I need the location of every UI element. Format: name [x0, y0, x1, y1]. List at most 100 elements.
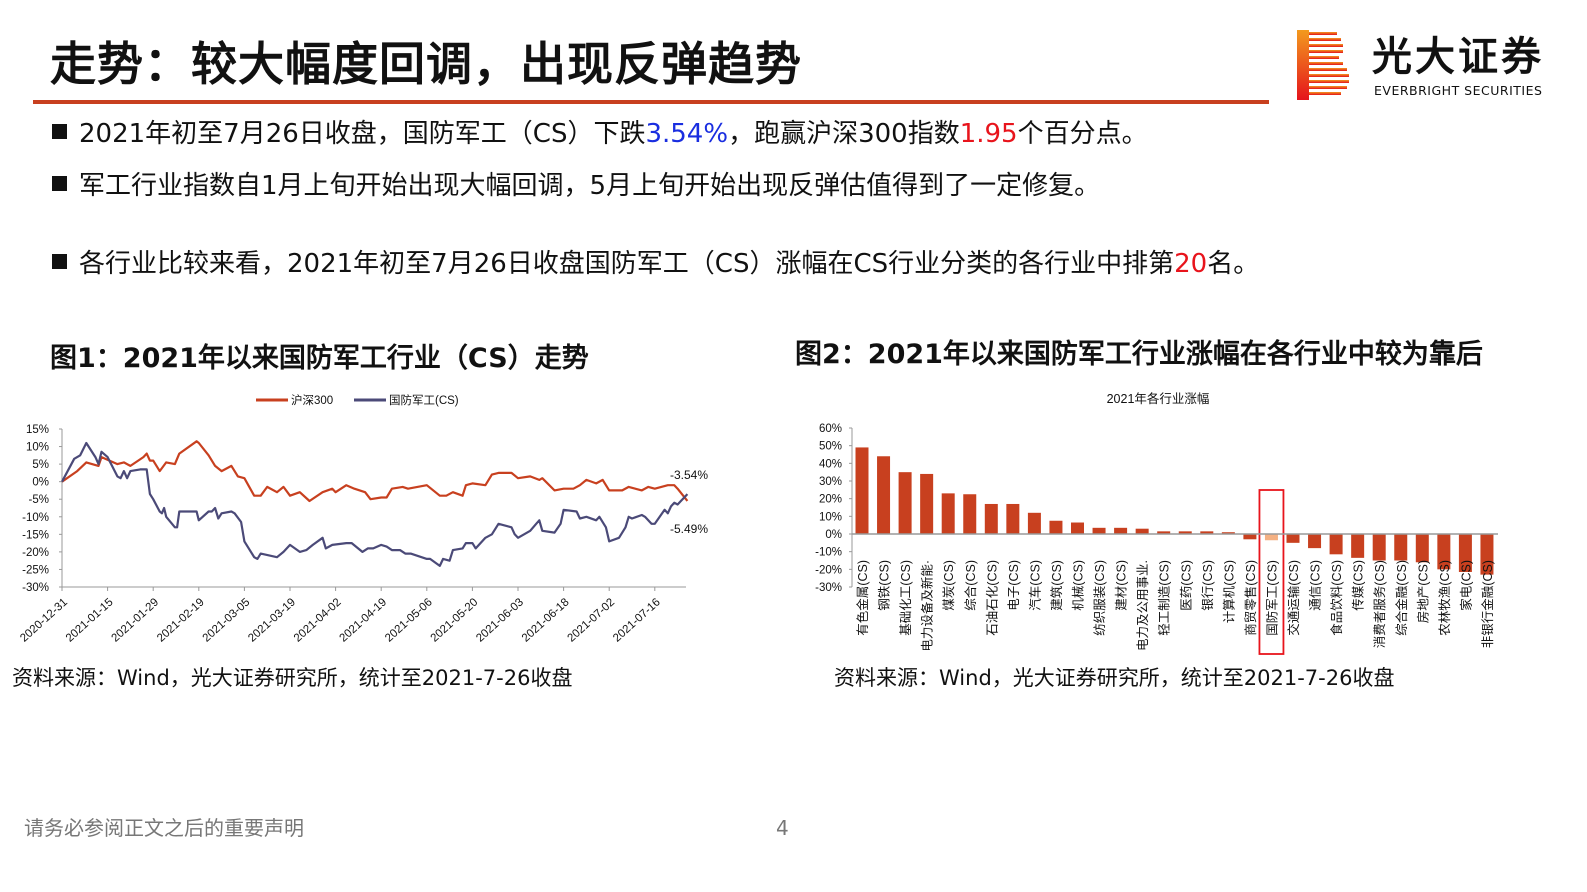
- bar: [1135, 528, 1149, 534]
- logo-b-mark-icon: [1297, 30, 1349, 100]
- legend-label: 沪深300: [291, 393, 333, 407]
- title-divider: [33, 100, 1269, 104]
- y-tick-label: -10%: [815, 547, 842, 559]
- x-tick-label: 2021-05-20: [429, 596, 481, 644]
- logo-text-en: EVERBRIGHT SECURITIES: [1374, 83, 1543, 98]
- bar: [984, 503, 998, 534]
- category-label: 计算机(CS): [1221, 560, 1236, 623]
- y-tick-label: 5%: [32, 459, 49, 471]
- x-tick-label: 2021-07-16: [611, 596, 663, 644]
- page-title: 走势：较大幅度回调，出现反弹趋势: [50, 37, 802, 91]
- bullet-3: 各行业比较来看，2021年初至7月26日收盘国防军工（CS）涨幅在CS行业分类的…: [52, 243, 1259, 280]
- category-label: 钢铁(CS): [878, 560, 892, 611]
- bar: [1092, 527, 1106, 534]
- category-label: 医药(CS): [1179, 560, 1193, 611]
- logo-text-cn: 光大证券: [1372, 34, 1544, 80]
- category-label: 综合(CS): [963, 560, 978, 611]
- x-tick-label: 2021-03-19: [246, 596, 298, 644]
- series-line-hs300: [61, 440, 689, 503]
- y-tick-label: -30%: [22, 582, 49, 594]
- bar: [1049, 520, 1063, 534]
- bar: [1308, 534, 1322, 549]
- y-tick-label: 10%: [26, 442, 49, 454]
- x-tick-label: 2021-01-29: [109, 596, 161, 644]
- bar: [1329, 534, 1343, 555]
- chart-title: 2021年各行业涨幅: [1107, 391, 1210, 406]
- x-tick-label: 2021-04-19: [337, 596, 389, 644]
- category-label: 基础化工(CS): [899, 560, 913, 636]
- bar: [1221, 532, 1235, 534]
- category-label: 国防军工(CS): [1264, 560, 1279, 636]
- category-label: 建筑(CS): [1049, 560, 1064, 611]
- bar: [898, 472, 912, 534]
- y-tick-label: 40%: [819, 458, 842, 470]
- bullet-text: 名。: [1207, 249, 1260, 279]
- company-logo: [1297, 30, 1351, 100]
- bar: [920, 473, 934, 534]
- x-tick-label: 2021-07-02: [565, 596, 617, 644]
- category-label: 轻工制造(CS): [1158, 560, 1172, 636]
- defense-decline-value: 3.54%: [645, 119, 729, 149]
- y-tick-label: 0%: [825, 529, 842, 541]
- x-tick-label: 2020-12-31: [18, 596, 70, 644]
- category-label: 电力设备及新能·: [920, 560, 935, 652]
- x-tick-label: 2021-06-18: [520, 596, 572, 644]
- figure1-title: 图1：2021年以来国防军工行业（CS）走势: [50, 343, 589, 374]
- series-line-defense: [61, 441, 689, 567]
- y-tick-label: -10%: [22, 512, 49, 524]
- bar: [1200, 531, 1214, 534]
- y-tick-label: 0%: [32, 477, 49, 489]
- highlight-box: [1258, 489, 1285, 655]
- bullet-text: 2021年初至7月26日收盘，国防军工（CS）下跌: [79, 119, 646, 149]
- bar: [1415, 534, 1429, 563]
- bullet-text: ，跑赢沪深300指数: [728, 119, 960, 149]
- end-label-defense: -3.54%: [670, 468, 708, 482]
- page-number: 4: [776, 816, 789, 840]
- y-tick-label: -5%: [29, 494, 49, 506]
- bar: [1372, 534, 1386, 561]
- bullet-2: 军工行业指数自1月上旬开始出现大幅回调，5月上旬开始出现反弹估值得到了一定修复。: [52, 165, 1100, 202]
- line-chart: 15% 10% 5% 0% -5% -10% -15% -20% -25% -30% 2020-12…: [18, 393, 708, 645]
- category-label: 非银行金融(CS): [1480, 560, 1495, 648]
- category-label: 汽车(CS): [1027, 560, 1042, 611]
- bar: [963, 494, 977, 534]
- bullet-square-icon: [52, 124, 67, 139]
- bar: [1157, 531, 1171, 534]
- category-label: 传媒(CS): [1351, 560, 1366, 611]
- y-tick-label: -15%: [22, 529, 49, 541]
- bar: [1243, 534, 1257, 540]
- x-tick-label: 2021-06-03: [474, 596, 526, 644]
- bullet-1: 2021年初至7月26日收盘，国防军工（CS）下跌3.54%，跑赢沪深300指数…: [52, 113, 1148, 150]
- y-tick-label: -20%: [22, 547, 49, 559]
- category-label: 家电(CS): [1458, 560, 1473, 611]
- category-label: 电力及公用事业.: [1136, 560, 1150, 651]
- category-label: 有色金属(CS): [855, 560, 870, 636]
- category-label: 石油石化(CS): [985, 560, 999, 636]
- bullet-square-icon: [52, 176, 67, 191]
- y-tick-label: -20%: [815, 564, 842, 576]
- category-label: 机械(CS): [1071, 560, 1086, 611]
- category-label: 电子(CS): [1007, 560, 1021, 611]
- x-tick-label: 2021-05-06: [383, 596, 435, 644]
- category-label: 消费者服务(CS): [1372, 560, 1387, 648]
- x-tick-label: 2021-01-15: [64, 596, 116, 644]
- bar: [1178, 531, 1192, 534]
- y-tick-label: 10%: [819, 511, 842, 523]
- bar: [1351, 534, 1365, 558]
- bar: [941, 493, 955, 534]
- bar: [1437, 534, 1451, 570]
- x-tick-label: 2021-04-02: [292, 596, 344, 644]
- disclaimer-note: 请务必参阅正文之后的重要声明: [24, 816, 304, 840]
- y-tick-label: -25%: [22, 564, 49, 576]
- y-tick-label: 20%: [819, 494, 842, 506]
- bar: [1458, 534, 1472, 572]
- bar: [1480, 534, 1494, 575]
- category-label: 纺织服装(CS): [1093, 560, 1107, 636]
- y-tick-label: 60%: [819, 423, 842, 435]
- category-label: 通信(CS): [1309, 560, 1323, 611]
- figure1-source: 资料来源：Wind，光大证券研究所，统计至2021-7-26收盘: [12, 666, 573, 690]
- category-label: 综合金融(CS): [1394, 560, 1409, 636]
- bullet-text: 个百分点。: [1017, 119, 1148, 149]
- end-label-hs300: -5.49%: [670, 522, 708, 536]
- category-label: 食品饮料(CS): [1329, 560, 1344, 636]
